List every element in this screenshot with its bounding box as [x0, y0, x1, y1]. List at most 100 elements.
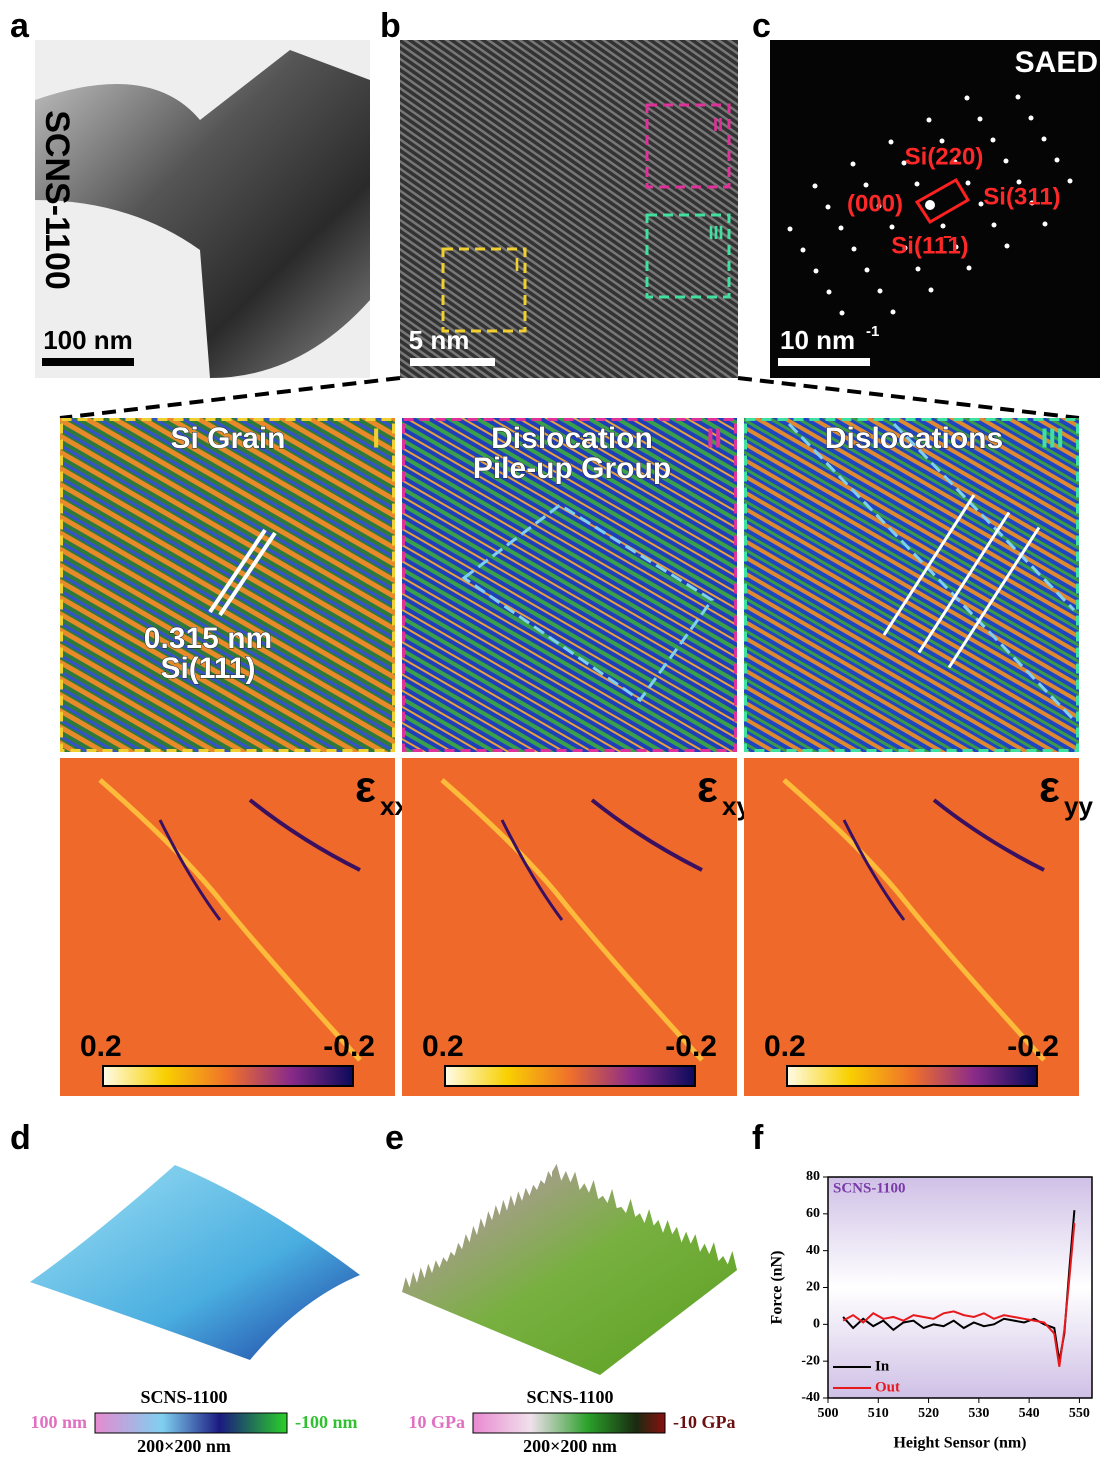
afm-surface: [30, 1165, 360, 1360]
x-tick-label: 500: [818, 1406, 839, 1421]
spot: [965, 96, 970, 101]
spot: [1005, 244, 1010, 249]
colorbar-label: -0.2: [665, 1030, 717, 1063]
spot: [927, 118, 932, 123]
strain-colorbar: [103, 1066, 353, 1086]
colorbar-high: 100 nm: [30, 1412, 87, 1432]
spot: [978, 117, 983, 122]
spot: [852, 247, 857, 252]
spot: [864, 183, 869, 188]
strain-symbol: ε: [697, 763, 718, 812]
spot: [814, 269, 819, 274]
y-tick-label: -20: [801, 1353, 820, 1368]
region-label: II: [706, 422, 722, 453]
spot: [891, 310, 896, 315]
legend-label: Out: [875, 1379, 900, 1395]
region-label: I: [514, 255, 519, 275]
spot: [941, 224, 946, 229]
colorbar-low: -10 GPa: [673, 1412, 736, 1432]
spot-label: Si(11̄1): [891, 232, 968, 259]
spot: [1029, 116, 1034, 121]
colorbar-high: 10 GPa: [409, 1412, 466, 1432]
panel-label: b: [380, 7, 401, 45]
spot-label: (000): [847, 190, 903, 217]
scale-text: 5 nm: [409, 325, 470, 355]
legend-label: In: [875, 1358, 890, 1374]
colorbar-label: -0.2: [1007, 1030, 1059, 1063]
spot-label: Si(220): [905, 143, 984, 170]
size-label: 200×200 nm: [137, 1436, 231, 1456]
spot: [929, 288, 934, 293]
spot: [966, 181, 971, 186]
scale-exponent: -1: [866, 323, 879, 340]
zoom-line: [60, 378, 400, 418]
scale-text: 10 nm: [780, 325, 855, 355]
y-tick-label: 60: [806, 1206, 820, 1221]
chart-title: SCNS-1100: [833, 1180, 906, 1196]
strain-colorbar: [787, 1066, 1037, 1086]
region-label: II: [713, 115, 723, 135]
force-chart: SCNS-1100-40-200204060805005105205305405…: [769, 1169, 1092, 1451]
spot: [991, 138, 996, 143]
spot: [813, 184, 818, 189]
spot: [1042, 137, 1047, 142]
strain-symbol: ε: [355, 763, 376, 812]
panel-label: d: [10, 1119, 31, 1157]
annotation: 0.315 nm: [144, 622, 272, 655]
spot: [1068, 179, 1073, 184]
spot: [889, 140, 894, 145]
map-title: Dislocation: [491, 422, 653, 455]
scale-bar: [42, 358, 134, 366]
figure: SCNS-1100 100 nm II III I 5 nm SAED Si(2…: [0, 0, 1100, 1459]
region-label: III: [708, 223, 723, 243]
strain-subscript: yy: [1064, 791, 1093, 821]
x-tick-label: 530: [968, 1406, 989, 1421]
zoom-line: [738, 378, 1079, 418]
spot: [801, 248, 806, 253]
spot: [1004, 159, 1009, 164]
scale-bar: [778, 358, 870, 366]
size-label: 200×200 nm: [523, 1436, 617, 1456]
region-label: I: [372, 422, 380, 453]
y-tick-label: 20: [806, 1280, 820, 1295]
colorbar-label: 0.2: [422, 1030, 464, 1063]
y-tick-label: -40: [801, 1390, 820, 1405]
scale-bar: [410, 358, 495, 366]
lattice-image: [744, 418, 1079, 752]
colorbar-label: 0.2: [80, 1030, 122, 1063]
sample-label: SCNS-1100: [526, 1387, 613, 1407]
panel-label: e: [385, 1119, 404, 1157]
spot: [1016, 95, 1021, 100]
panel-label: c: [752, 7, 771, 45]
annotation: Si(111): [160, 652, 255, 685]
spot: [915, 182, 920, 187]
y-tick-label: 0: [813, 1317, 820, 1332]
spot: [916, 267, 921, 272]
sample-label: SCNS-1100: [38, 110, 76, 290]
x-tick-label: 510: [868, 1406, 889, 1421]
map-title: Si Grain: [170, 422, 285, 455]
x-tick-label: 520: [918, 1406, 939, 1421]
spot: [865, 268, 870, 273]
panel-label: a: [10, 7, 30, 45]
spot: [839, 226, 844, 231]
spot: [826, 205, 831, 210]
colorbar: [95, 1413, 287, 1433]
region-label: III: [1041, 422, 1064, 453]
map-title: Pile-up Group: [473, 452, 671, 485]
colorbar-label: 0.2: [764, 1030, 806, 1063]
strain-symbol: ε: [1039, 763, 1060, 812]
spot: [788, 227, 793, 232]
y-axis-label: Force (nN): [769, 1251, 786, 1325]
spot: [878, 289, 883, 294]
spot: [925, 200, 935, 210]
spot: [992, 223, 997, 228]
saed-title: SAED: [1015, 46, 1098, 79]
spot: [1043, 222, 1048, 227]
spot-label: Si(311): [983, 183, 1060, 210]
plot-background: [828, 1177, 1092, 1398]
spot: [827, 290, 832, 295]
spot: [890, 225, 895, 230]
strain-colorbar: [445, 1066, 695, 1086]
y-tick-label: 80: [806, 1169, 820, 1184]
